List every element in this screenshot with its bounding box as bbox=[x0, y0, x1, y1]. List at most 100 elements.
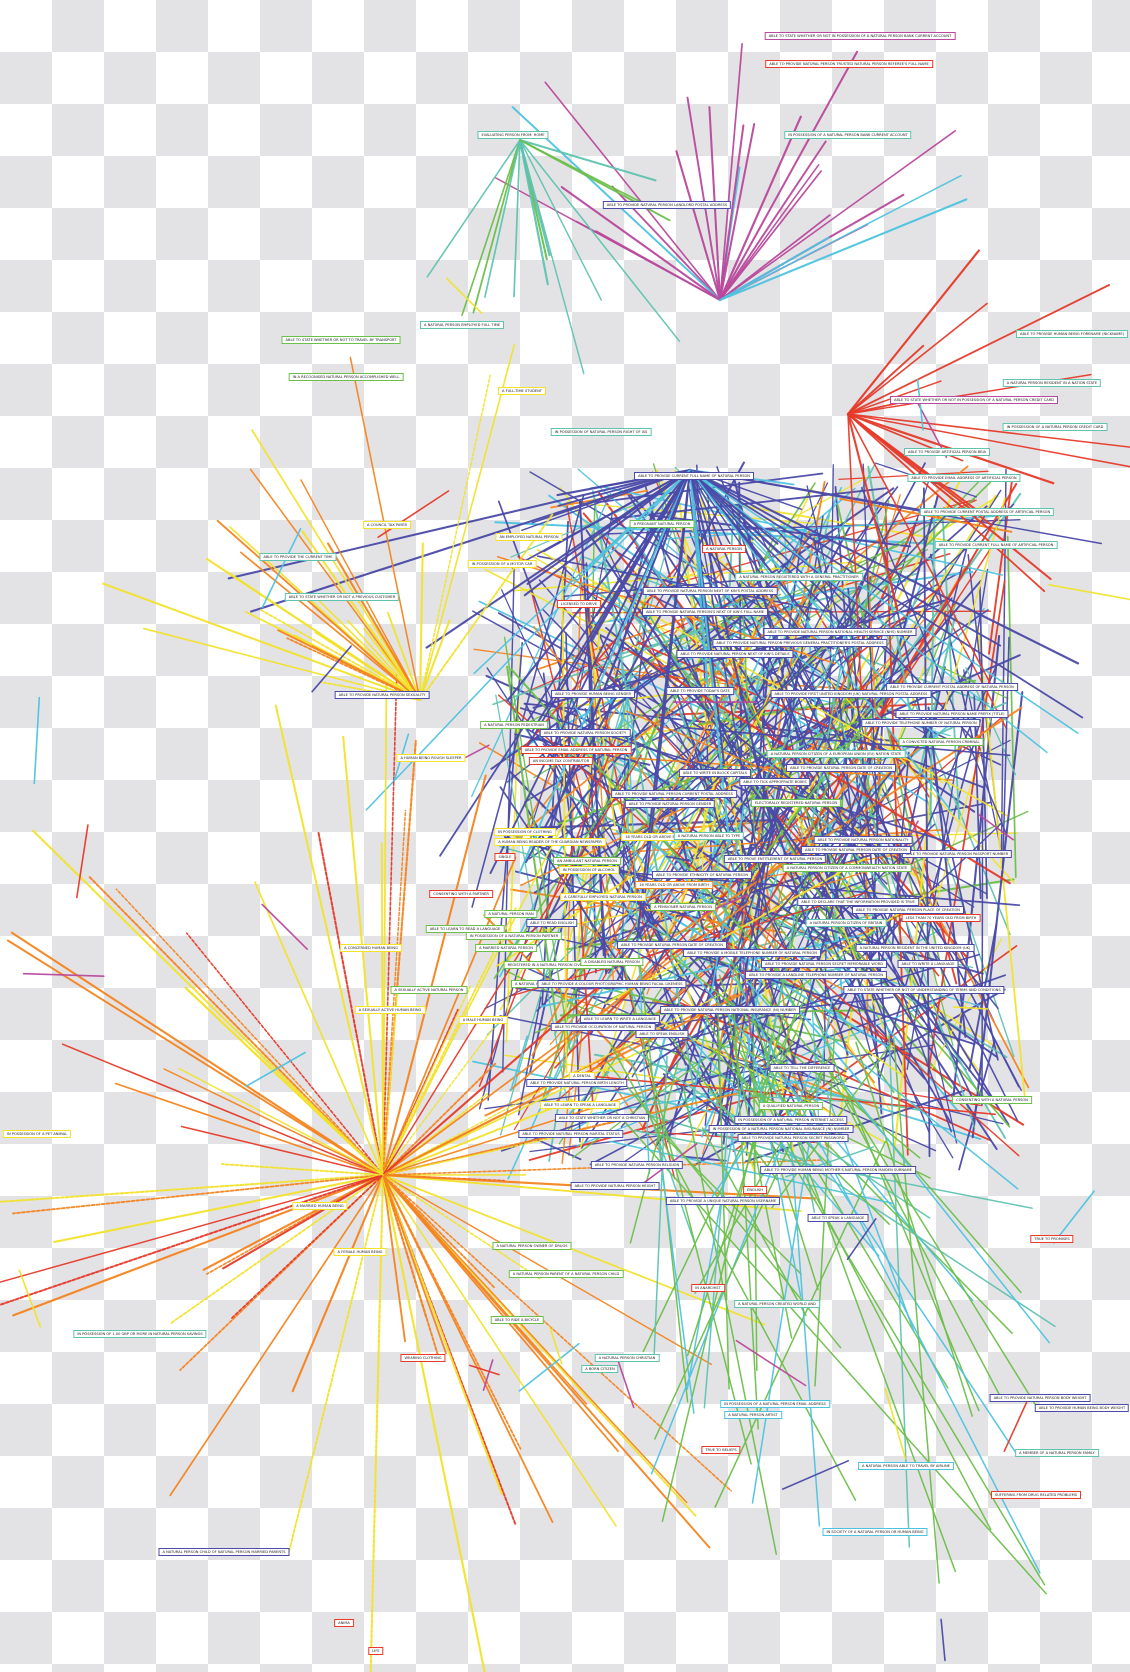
edge-line bbox=[847, 344, 925, 415]
edge-line bbox=[711, 833, 740, 927]
node-telephone: ABLE TO PROVIDE TELEPHONE NUMBER OF NATU… bbox=[861, 719, 981, 727]
node-sexually-active-human: A SEXUALLY ACTIVE HUMAN BEING bbox=[354, 1006, 426, 1014]
edge-line bbox=[419, 374, 491, 701]
edge-line bbox=[12, 1174, 384, 1215]
edge-line bbox=[382, 1174, 543, 1281]
node-concerned-human: A CONCERNED HUMAN BEING bbox=[340, 944, 402, 952]
edge-line bbox=[382, 1133, 570, 1176]
node-place-of-creation: ABLE TO PROVIDE NATURAL PERSON PLACE OF … bbox=[852, 906, 964, 914]
node-state-bank-account: ABLE TO STATE WHETHER OR NOT IN POSSESSI… bbox=[764, 32, 956, 40]
edge-line bbox=[700, 497, 710, 524]
node-pedestrian: A NATURAL PERSON PEDESTRIAN bbox=[480, 721, 548, 729]
edge-line bbox=[169, 1174, 384, 1325]
edge-line bbox=[472, 139, 521, 314]
node-licensed-to-drive: LICENSED TO DRIVE bbox=[556, 600, 602, 608]
edge-line bbox=[418, 619, 451, 702]
node-memorable-word: ABLE TO PROVIDE NATURAL PERSON SECRET ME… bbox=[761, 960, 887, 968]
edge-line bbox=[484, 139, 521, 298]
node-christian-state: ABLE TO STATE WHETHER OR NOT A CHRISTIAN bbox=[554, 1114, 650, 1122]
edge-line bbox=[847, 413, 993, 687]
node-natural-person-red: A NATURAL PERSON bbox=[702, 545, 746, 553]
edge-line bbox=[347, 620, 421, 701]
node-read-english: ABLE TO READ ENGLISH bbox=[526, 919, 578, 927]
edge-line bbox=[689, 469, 725, 582]
node-birth-length: ABLE TO PROVIDE NATURAL PERSON BIRTH LEN… bbox=[526, 1079, 628, 1087]
node-first-uk-address: ABLE TO PROVIDE FIRST UNITED KINGDOM (UK… bbox=[770, 690, 932, 698]
edge-line bbox=[381, 1173, 503, 1495]
node-nationality: ABLE TO PROVIDE NATURAL PERSON NATIONALI… bbox=[813, 836, 913, 844]
node-eu-citizen: A NATURAL PERSON CITIZEN OF A EUROPEAN U… bbox=[766, 750, 906, 758]
edge-line bbox=[186, 932, 384, 1176]
node-pensioner: A PENSIONER NATURAL PERSON bbox=[650, 903, 716, 911]
edge-line bbox=[846, 412, 981, 513]
node-citizen-britain: A NATURAL PERSON CITIZEN OF BRITAIN bbox=[805, 919, 887, 927]
edge-line bbox=[461, 744, 490, 761]
node-anima: ANIMA bbox=[334, 1619, 354, 1627]
edge-line bbox=[847, 1101, 1039, 1410]
edge-line bbox=[940, 1618, 946, 1662]
edge-line bbox=[33, 696, 41, 785]
edge-line bbox=[1048, 583, 1130, 601]
edge-line bbox=[382, 673, 398, 1176]
node-artificial-postal: ABLE TO PROVIDE CURRENT POSTAL ADDRESS O… bbox=[919, 508, 1055, 516]
node-16-years: 16 YEARS OLD OR ABOVE FROM BIRTH bbox=[635, 881, 713, 889]
edge-line bbox=[484, 1044, 934, 1110]
edge-line bbox=[495, 694, 568, 1104]
node-referee-full-name: ABLE TO PROVIDE NATURAL PERSON TRUSTED N… bbox=[765, 60, 933, 68]
node-height: ABLE TO PROVIDE NATURAL PERSON HEIGHT bbox=[570, 1182, 660, 1190]
edge-line bbox=[291, 1173, 385, 1393]
edge-line bbox=[917, 614, 957, 778]
edge-line bbox=[855, 1041, 973, 1417]
edge-line bbox=[249, 468, 421, 701]
node-guardian-reader: A HUMAN BEING READER OF THE GUARDIAN NEW… bbox=[494, 838, 606, 846]
edge-line bbox=[492, 628, 704, 706]
node-married-natural: A MARRIED NATURAL PERSON bbox=[475, 944, 537, 952]
edge-line bbox=[0, 1174, 384, 1283]
edge-line bbox=[590, 468, 692, 643]
edge-line bbox=[342, 735, 384, 1176]
node-facial-likeness: ABLE TO PROVIDE A COLOUR PHOTOGRAPHIC HU… bbox=[537, 980, 687, 988]
edge-line bbox=[806, 485, 958, 1144]
edge-line bbox=[952, 1006, 989, 1010]
edge-line bbox=[468, 1364, 500, 1376]
edge-line bbox=[689, 469, 1084, 719]
node-partner: IN POSSESSION OF A NATURAL PERSON PARTNE… bbox=[465, 932, 563, 940]
edge-line bbox=[445, 277, 483, 315]
edge-line bbox=[312, 594, 421, 701]
edge-line bbox=[205, 557, 422, 702]
edge-line bbox=[665, 513, 1019, 540]
node-speak-english: ABLE TO SPEAK ENGLISH bbox=[635, 1030, 689, 1038]
edge-line bbox=[678, 1001, 992, 1142]
edge-line bbox=[714, 1140, 887, 1508]
edge-line bbox=[382, 947, 809, 1176]
edge-line bbox=[1003, 1395, 1031, 1452]
edge-line bbox=[625, 526, 752, 718]
node-state-credit-card: ABLE TO STATE WHETHER OR NOT IN POSSESSI… bbox=[890, 396, 1058, 404]
node-society: ABLE TO PROVIDE NATURAL PERSON SOCIETY bbox=[539, 729, 631, 737]
node-clothing: IN POSSESSION OF CLOTHING bbox=[494, 828, 556, 836]
edge-line bbox=[927, 706, 967, 1038]
node-consenting-partner: CONSENTING WITH A PARTNER bbox=[429, 890, 493, 898]
edge-line bbox=[718, 50, 859, 302]
node-unique-username: ABLE TO PROVIDE A UNIQUE NATURAL PERSON … bbox=[665, 1197, 781, 1205]
edge-line bbox=[425, 468, 692, 649]
edge-line bbox=[689, 469, 1048, 754]
node-parent-of-child: A NATURAL PERSON PARENT OF A NATURAL PER… bbox=[508, 1270, 624, 1278]
node-secret-password: ABLE TO PROVIDE NATURAL PERSON SECRET PA… bbox=[737, 1134, 849, 1142]
edge-line bbox=[618, 597, 633, 917]
node-travel-by-transport: ABLE TO STATE WHETHER OR NOT TO TRAVEL B… bbox=[281, 336, 401, 344]
node-resident-nation-state: A NATURAL PERSON RESIDENT IN A NATION ST… bbox=[1002, 379, 1102, 387]
node-pregnant: A PREGNANT NATURAL PERSON bbox=[629, 520, 695, 528]
edge-line bbox=[0, 1173, 385, 1203]
edge-line bbox=[511, 469, 691, 569]
edge-line bbox=[689, 469, 805, 637]
edge-line bbox=[502, 567, 515, 1073]
edge-line bbox=[846, 249, 980, 416]
edge-line bbox=[300, 479, 421, 701]
node-tick-boxes: ABLE TO TICK APPROPRIATE BOXES bbox=[739, 778, 811, 786]
node-terms-conditions: ABLE TO STATE WHETHER OR NOT OF UNDERSTA… bbox=[843, 986, 1005, 994]
edge-line bbox=[1001, 636, 1010, 874]
edge-line bbox=[605, 626, 889, 860]
edge-line bbox=[609, 1042, 857, 1501]
edge-line bbox=[711, 1144, 748, 1198]
